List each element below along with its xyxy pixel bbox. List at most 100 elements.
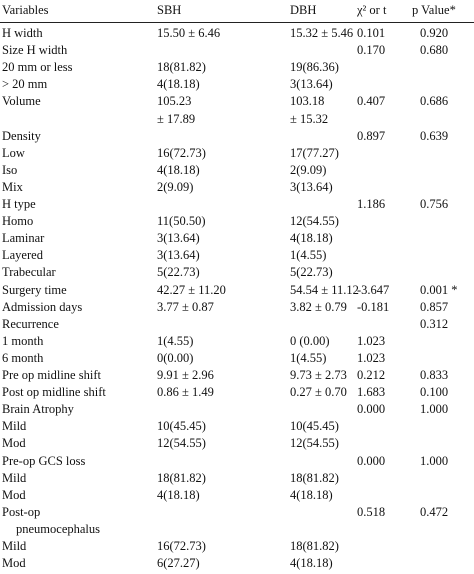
dbh-cell: 0.27 ± 0.70 bbox=[290, 385, 347, 400]
sbh-cell: 2(9.09) bbox=[157, 179, 194, 194]
dbh-cell: 0 (0.00) bbox=[290, 333, 330, 348]
sbh-cell: 12(54.55) bbox=[157, 436, 206, 451]
sbh-cell: 5(22.73) bbox=[157, 265, 200, 280]
p-value-cell: 0.857 bbox=[420, 299, 449, 314]
variable-cell: Mix bbox=[2, 179, 23, 194]
p-value-cell: 0.472 bbox=[420, 504, 449, 519]
variable-cell: 6 month bbox=[2, 350, 44, 365]
variable-cell: H width bbox=[2, 26, 43, 40]
statistic-cell: 0.897 bbox=[357, 128, 386, 143]
p-value-cell: 0.312 bbox=[420, 316, 449, 331]
dbh-cell: 103.18 bbox=[290, 94, 325, 109]
variable-cell: Post op midline shift bbox=[2, 385, 106, 400]
sbh-cell: 1(4.55) bbox=[157, 333, 194, 348]
dbh-cell: 4(18.18) bbox=[290, 556, 333, 571]
variable-cell: Pre-op GCS loss bbox=[2, 453, 86, 468]
sbh-cell: ± 17.89 bbox=[157, 111, 196, 126]
variable-cell: Brain Atrophy bbox=[2, 402, 74, 417]
sbh-cell: 3(13.64) bbox=[157, 248, 200, 263]
sbh-cell: 3(13.64) bbox=[157, 231, 200, 246]
dbh-cell: 18(81.82) bbox=[290, 539, 339, 553]
variable-cell: Laminar bbox=[2, 231, 45, 246]
variable-cell: Mild bbox=[2, 539, 27, 553]
dbh-cell: 1(4.55) bbox=[290, 350, 327, 365]
dbh-cell: 12(54.55) bbox=[290, 436, 339, 451]
statistic-cell: -3.647 bbox=[357, 282, 390, 297]
variable-cell: > 20 mm bbox=[2, 77, 48, 92]
sbh-cell: 4(18.18) bbox=[157, 487, 200, 502]
statistic-cell: 0.518 bbox=[357, 504, 386, 519]
dbh-cell: 3.82 ± 0.79 bbox=[290, 299, 347, 314]
variable-cell: Surgery time bbox=[2, 282, 67, 297]
variable-cell: Homo bbox=[2, 214, 34, 229]
sbh-cell: 4(18.18) bbox=[157, 162, 200, 177]
sbh-cell: 0(0.00) bbox=[157, 350, 194, 365]
dbh-cell: 15.32 ± 5.46 bbox=[290, 26, 354, 40]
variable-cell: Size H width bbox=[2, 43, 68, 58]
p-value-cell: 0.680 bbox=[420, 43, 449, 58]
variable-cell: H type bbox=[2, 197, 36, 211]
header-statistic: χ² or t bbox=[357, 3, 387, 17]
sbh-cell: 18(81.82) bbox=[157, 470, 206, 485]
variable-cell: Pre op midline shift bbox=[2, 368, 101, 382]
variable-cell: Volume bbox=[2, 94, 41, 109]
p-value-cell: 0.686 bbox=[420, 94, 449, 109]
statistic-cell: 0.407 bbox=[357, 94, 386, 109]
statistic-cell: 0.101 bbox=[357, 26, 386, 40]
variable-cell: Layered bbox=[2, 248, 43, 263]
dbh-cell: 3(13.64) bbox=[290, 77, 333, 92]
header-rule bbox=[0, 22, 474, 23]
variable-cell: 1 month bbox=[2, 333, 44, 348]
dbh-cell: 5(22.73) bbox=[290, 265, 333, 280]
sbh-cell: 15.50 ± 6.46 bbox=[157, 26, 221, 40]
dbh-cell: 1(4.55) bbox=[290, 248, 327, 263]
p-value-cell: 0.920 bbox=[420, 26, 449, 40]
variable-cell: Mild bbox=[2, 419, 27, 434]
statistic-cell: 1.023 bbox=[357, 350, 386, 365]
statistic-cell: -0.181 bbox=[357, 299, 390, 314]
dbh-cell: 4(18.18) bbox=[290, 487, 333, 502]
variable-cell: Mod bbox=[2, 487, 26, 502]
sbh-cell: 9.91 ± 2.96 bbox=[157, 368, 214, 382]
dbh-cell: 3(13.64) bbox=[290, 179, 333, 194]
variable-cell: Mild bbox=[2, 470, 27, 485]
sbh-cell: 11(50.50) bbox=[157, 214, 206, 229]
dbh-cell: 17(77.27) bbox=[290, 145, 339, 160]
variable-cell: Recurrence bbox=[2, 316, 59, 331]
statistic-cell: 1.186 bbox=[357, 197, 386, 211]
statistic-cell: 0.000 bbox=[357, 402, 386, 417]
dbh-cell: 10(45.45) bbox=[290, 419, 339, 434]
dbh-cell: 9.73 ± 2.73 bbox=[290, 368, 347, 382]
p-value-cell: 1.000 bbox=[420, 402, 449, 417]
variable-cell: Post-op bbox=[2, 504, 41, 519]
statistic-cell: 1.023 bbox=[357, 333, 386, 348]
dbh-cell: 4(18.18) bbox=[290, 231, 333, 246]
p-value-cell: 0.100 bbox=[420, 385, 449, 400]
p-value-cell: 1.000 bbox=[420, 453, 449, 468]
header-dbh: DBH bbox=[290, 3, 317, 17]
p-value-cell: 0.639 bbox=[420, 128, 449, 143]
dbh-cell: ± 15.32 bbox=[290, 111, 329, 126]
statistic-cell: 0.000 bbox=[357, 453, 386, 468]
dbh-cell: 18(81.82) bbox=[290, 470, 339, 485]
sbh-cell: 105.23 bbox=[157, 94, 192, 109]
sbh-cell: 3.77 ± 0.87 bbox=[157, 299, 214, 314]
sbh-cell: 16(72.73) bbox=[157, 539, 206, 553]
variable-cell: Density bbox=[2, 128, 41, 143]
variable-cell: pneumocephalus bbox=[16, 521, 101, 536]
p-value-cell: 0.756 bbox=[420, 197, 449, 211]
variable-cell: Mod bbox=[2, 436, 26, 451]
p-value-cell: 0.001 * bbox=[420, 282, 458, 297]
dbh-cell: 12(54.55) bbox=[290, 214, 339, 229]
header-p-value: p Value* bbox=[412, 3, 456, 17]
dbh-cell: 2(9.09) bbox=[290, 162, 327, 177]
variable-cell: 20 mm or less bbox=[2, 60, 73, 75]
dbh-cell: 19(86.36) bbox=[290, 60, 339, 75]
sbh-cell: 0.86 ± 1.49 bbox=[157, 385, 214, 400]
sbh-cell: 6(27.27) bbox=[157, 556, 200, 571]
variable-cell: Admission days bbox=[2, 299, 83, 314]
variable-cell: Low bbox=[2, 145, 25, 160]
statistic-cell: 0.212 bbox=[357, 368, 386, 382]
sbh-cell: 4(18.18) bbox=[157, 77, 200, 92]
